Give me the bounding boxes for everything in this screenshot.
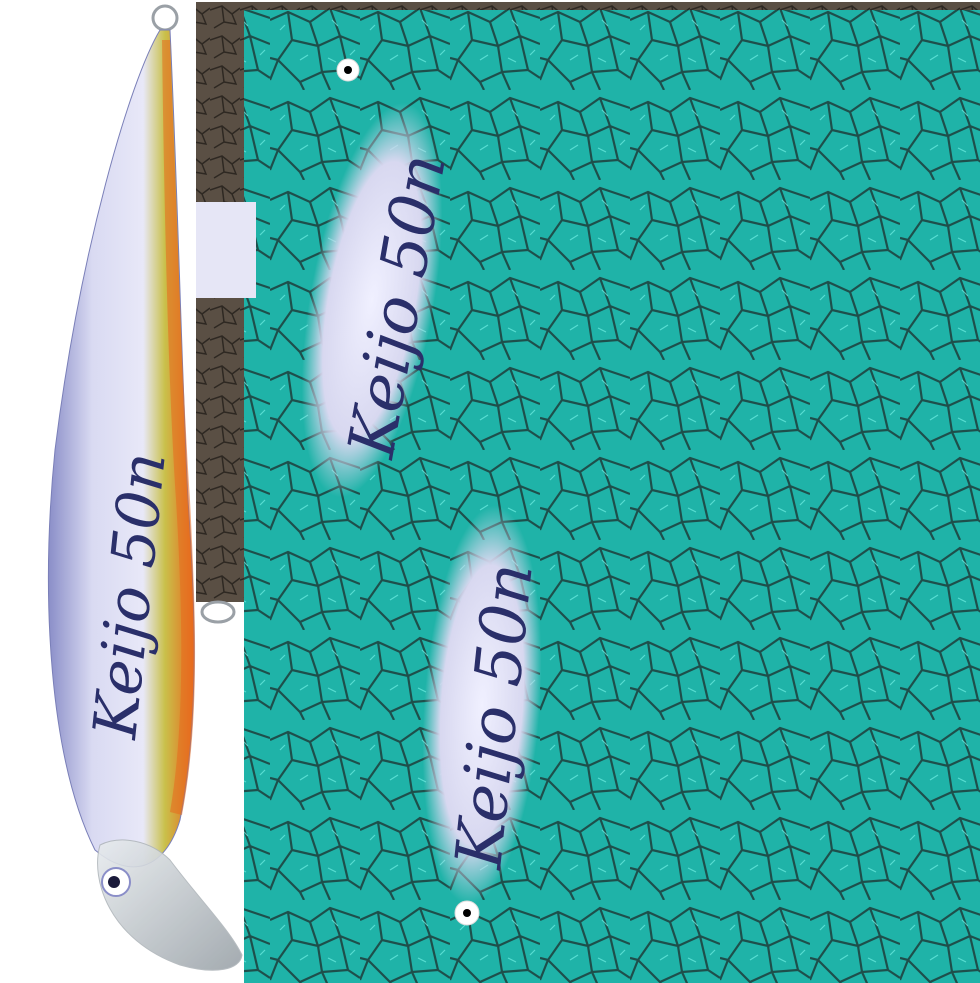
belly-stripe xyxy=(162,40,196,815)
diving-lip xyxy=(97,839,243,971)
line-tie-ring xyxy=(151,4,179,32)
pale-patch xyxy=(196,202,256,298)
belly-hook-eye xyxy=(200,600,236,624)
lower-marking-patch: Keijo 50n xyxy=(422,505,548,905)
fishing-lure: Keijo 50n xyxy=(47,4,243,971)
